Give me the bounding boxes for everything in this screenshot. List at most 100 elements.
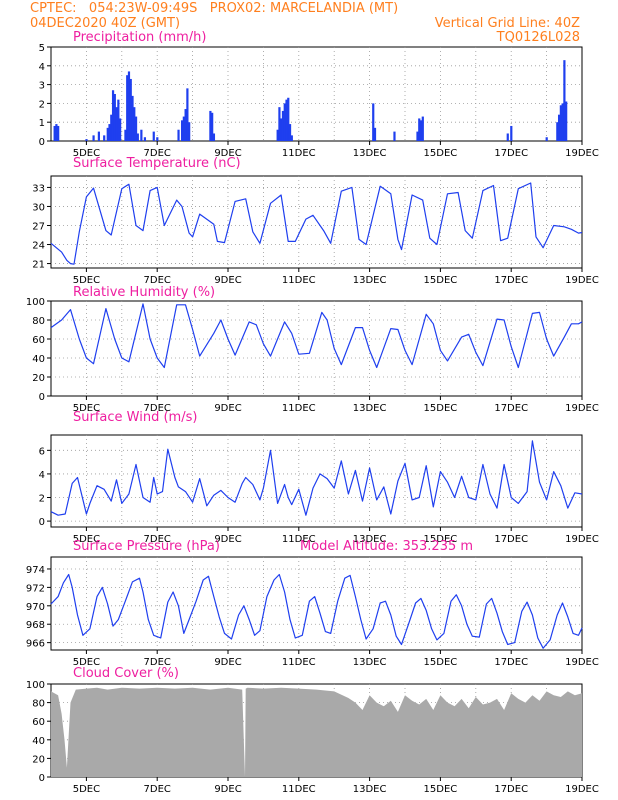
rh-xtick-label: 19DEC <box>565 403 599 414</box>
cloud-ytick-label: 0 <box>39 773 45 784</box>
precip-bar <box>186 88 189 141</box>
precip-bar <box>119 118 122 141</box>
header-date: 04DEC2020 40Z (GMT) <box>30 16 180 31</box>
precip-bar <box>117 99 120 141</box>
temp-frame <box>50 175 583 269</box>
wind-xtick-label: 11DEC <box>282 534 316 545</box>
precip-bar <box>209 110 212 141</box>
rh-series-line <box>50 303 583 369</box>
rh-ytick-label: 40 <box>32 354 45 365</box>
precip-bar <box>373 127 377 141</box>
precip-bar <box>393 131 396 141</box>
precip-bar <box>129 78 132 141</box>
press-xtick-label: 19DEC <box>565 657 599 668</box>
wind-xtick-label: 15DEC <box>424 534 458 545</box>
wind-ytick-label: 4 <box>39 470 45 481</box>
cloud-xtick-label: 13DEC <box>353 784 387 795</box>
rh-xtick-label: 5DEC <box>73 403 100 414</box>
precip-bar <box>561 103 564 141</box>
rh-ytick-label: 20 <box>32 373 45 384</box>
rh-xtick-label: 9DEC <box>214 403 241 414</box>
press-series-line <box>50 573 583 649</box>
precip-frame <box>50 46 583 142</box>
press-title: Surface Pressure (hPa) <box>73 539 220 554</box>
rh-xtick-label: 7DEC <box>144 403 171 414</box>
precip-bar <box>124 129 127 141</box>
precip-xtick-label: 7DEC <box>144 148 171 159</box>
precip-bar <box>131 95 134 141</box>
cloud-xtick-label: 17DEC <box>494 784 528 795</box>
rh-panel: 0 20 40 60 80 100 5DEC 7DEC 9DEC 11DEC 13DEC 15DEC 1… <box>26 285 599 414</box>
temp-xtick-label: 15DEC <box>424 275 458 286</box>
temp-series-line <box>50 182 583 265</box>
header-line1: CPTEC: 054:23W-09:49S PROX02: MARCELANDI… <box>30 1 398 16</box>
precip-bar <box>140 129 143 141</box>
temp-xtick-label: 19DEC <box>565 275 599 286</box>
cloud-xtick-label: 19DEC <box>565 784 599 795</box>
temp-title: Surface Temperature (nC) <box>73 156 241 171</box>
precip-bar <box>177 129 180 141</box>
precip-bar <box>559 105 562 141</box>
press-xtick-label: 11DEC <box>282 657 316 668</box>
wind-xtick-label: 19DEC <box>565 534 599 545</box>
precip-bar <box>127 71 131 141</box>
press-xtick-label: 13DEC <box>353 657 387 668</box>
temp-panel: 21 24 27 30 33 5DEC 7DEC 9DEC 11DEC 13DEC 15DEC 17D… <box>32 156 599 286</box>
cloud-xtick-label: 9DEC <box>214 784 241 795</box>
precip-ytick-label: 0 <box>39 137 45 148</box>
precip-title: Precipitation (mm/h) <box>73 30 206 45</box>
precip-bar <box>126 75 129 141</box>
press-xtick-label: 15DEC <box>424 657 458 668</box>
press-panel: 966 968 970 972 974 5DEC 7DEC 9DEC 11DEC 13DEC 15D… <box>26 539 599 668</box>
rh-xtick-label: 13DEC <box>353 403 387 414</box>
temp-xtick-label: 17DEC <box>494 275 528 286</box>
precip-bar <box>545 137 548 141</box>
press-xtick-label: 5DEC <box>73 657 100 668</box>
wind-xtick-label: 17DEC <box>494 534 528 545</box>
precip-bar <box>510 125 513 141</box>
precip-bar <box>111 90 115 141</box>
precip-bar <box>283 103 286 141</box>
press-ytick-label: 974 <box>26 565 45 576</box>
precip-xtick-label: 19DEC <box>565 148 599 159</box>
header-grid-line-note: Vertical Grid Line: 40Z <box>435 16 580 31</box>
cloud-panel: 0 20 40 60 80 100 5DEC 7DEC 9DEC 11DEC 13DEC 15DEC 1… <box>26 666 599 795</box>
precip-bar <box>115 107 118 141</box>
precip-bar <box>110 114 113 141</box>
cloud-ytick-label: 20 <box>32 754 45 765</box>
precip-ytick-label: 1 <box>39 118 45 129</box>
precip-xtick-label: 13DEC <box>353 148 387 159</box>
wind-series-line <box>50 440 583 516</box>
wind-frame <box>50 434 583 528</box>
press-ytick-label: 966 <box>26 639 45 650</box>
precip-bar <box>556 122 559 141</box>
cloud-ytick-label: 80 <box>32 699 45 710</box>
press-xtick-label: 7DEC <box>144 657 171 668</box>
temp-ytick-label: 30 <box>32 202 45 213</box>
wind-title: Surface Wind (m/s) <box>73 410 197 425</box>
temp-ytick-label: 33 <box>32 183 45 194</box>
precip-xtick-label: 11DEC <box>282 148 316 159</box>
precip-xtick-label: 15DEC <box>424 148 458 159</box>
precip-ytick-label: 2 <box>39 99 45 110</box>
precip-bar <box>53 125 56 141</box>
precip-ytick-label: 3 <box>39 81 45 92</box>
precip-bar <box>563 60 566 141</box>
precip-bar <box>85 139 88 141</box>
precip-bar <box>212 133 216 141</box>
precip-bar <box>143 137 147 141</box>
precip-bar <box>188 122 191 141</box>
precip-bar <box>290 135 293 141</box>
cloud-xtick-label: 7DEC <box>144 784 171 795</box>
precip-bar <box>108 124 111 141</box>
precip-bar <box>55 124 58 141</box>
rh-ytick-label: 0 <box>39 392 45 403</box>
wind-panel: 0 2 4 6 5DEC 7DEC 9DEC 11DEC 13DEC 15DEC 17DEC 19DE… <box>39 410 599 545</box>
precip-bar <box>57 125 60 141</box>
cloud-xtick-label: 5DEC <box>73 784 100 795</box>
precip-bar <box>557 114 561 141</box>
rh-xtick-label: 17DEC <box>494 403 528 414</box>
rh-title: Relative Humidity (%) <box>73 285 215 300</box>
precip-bar <box>287 97 290 141</box>
